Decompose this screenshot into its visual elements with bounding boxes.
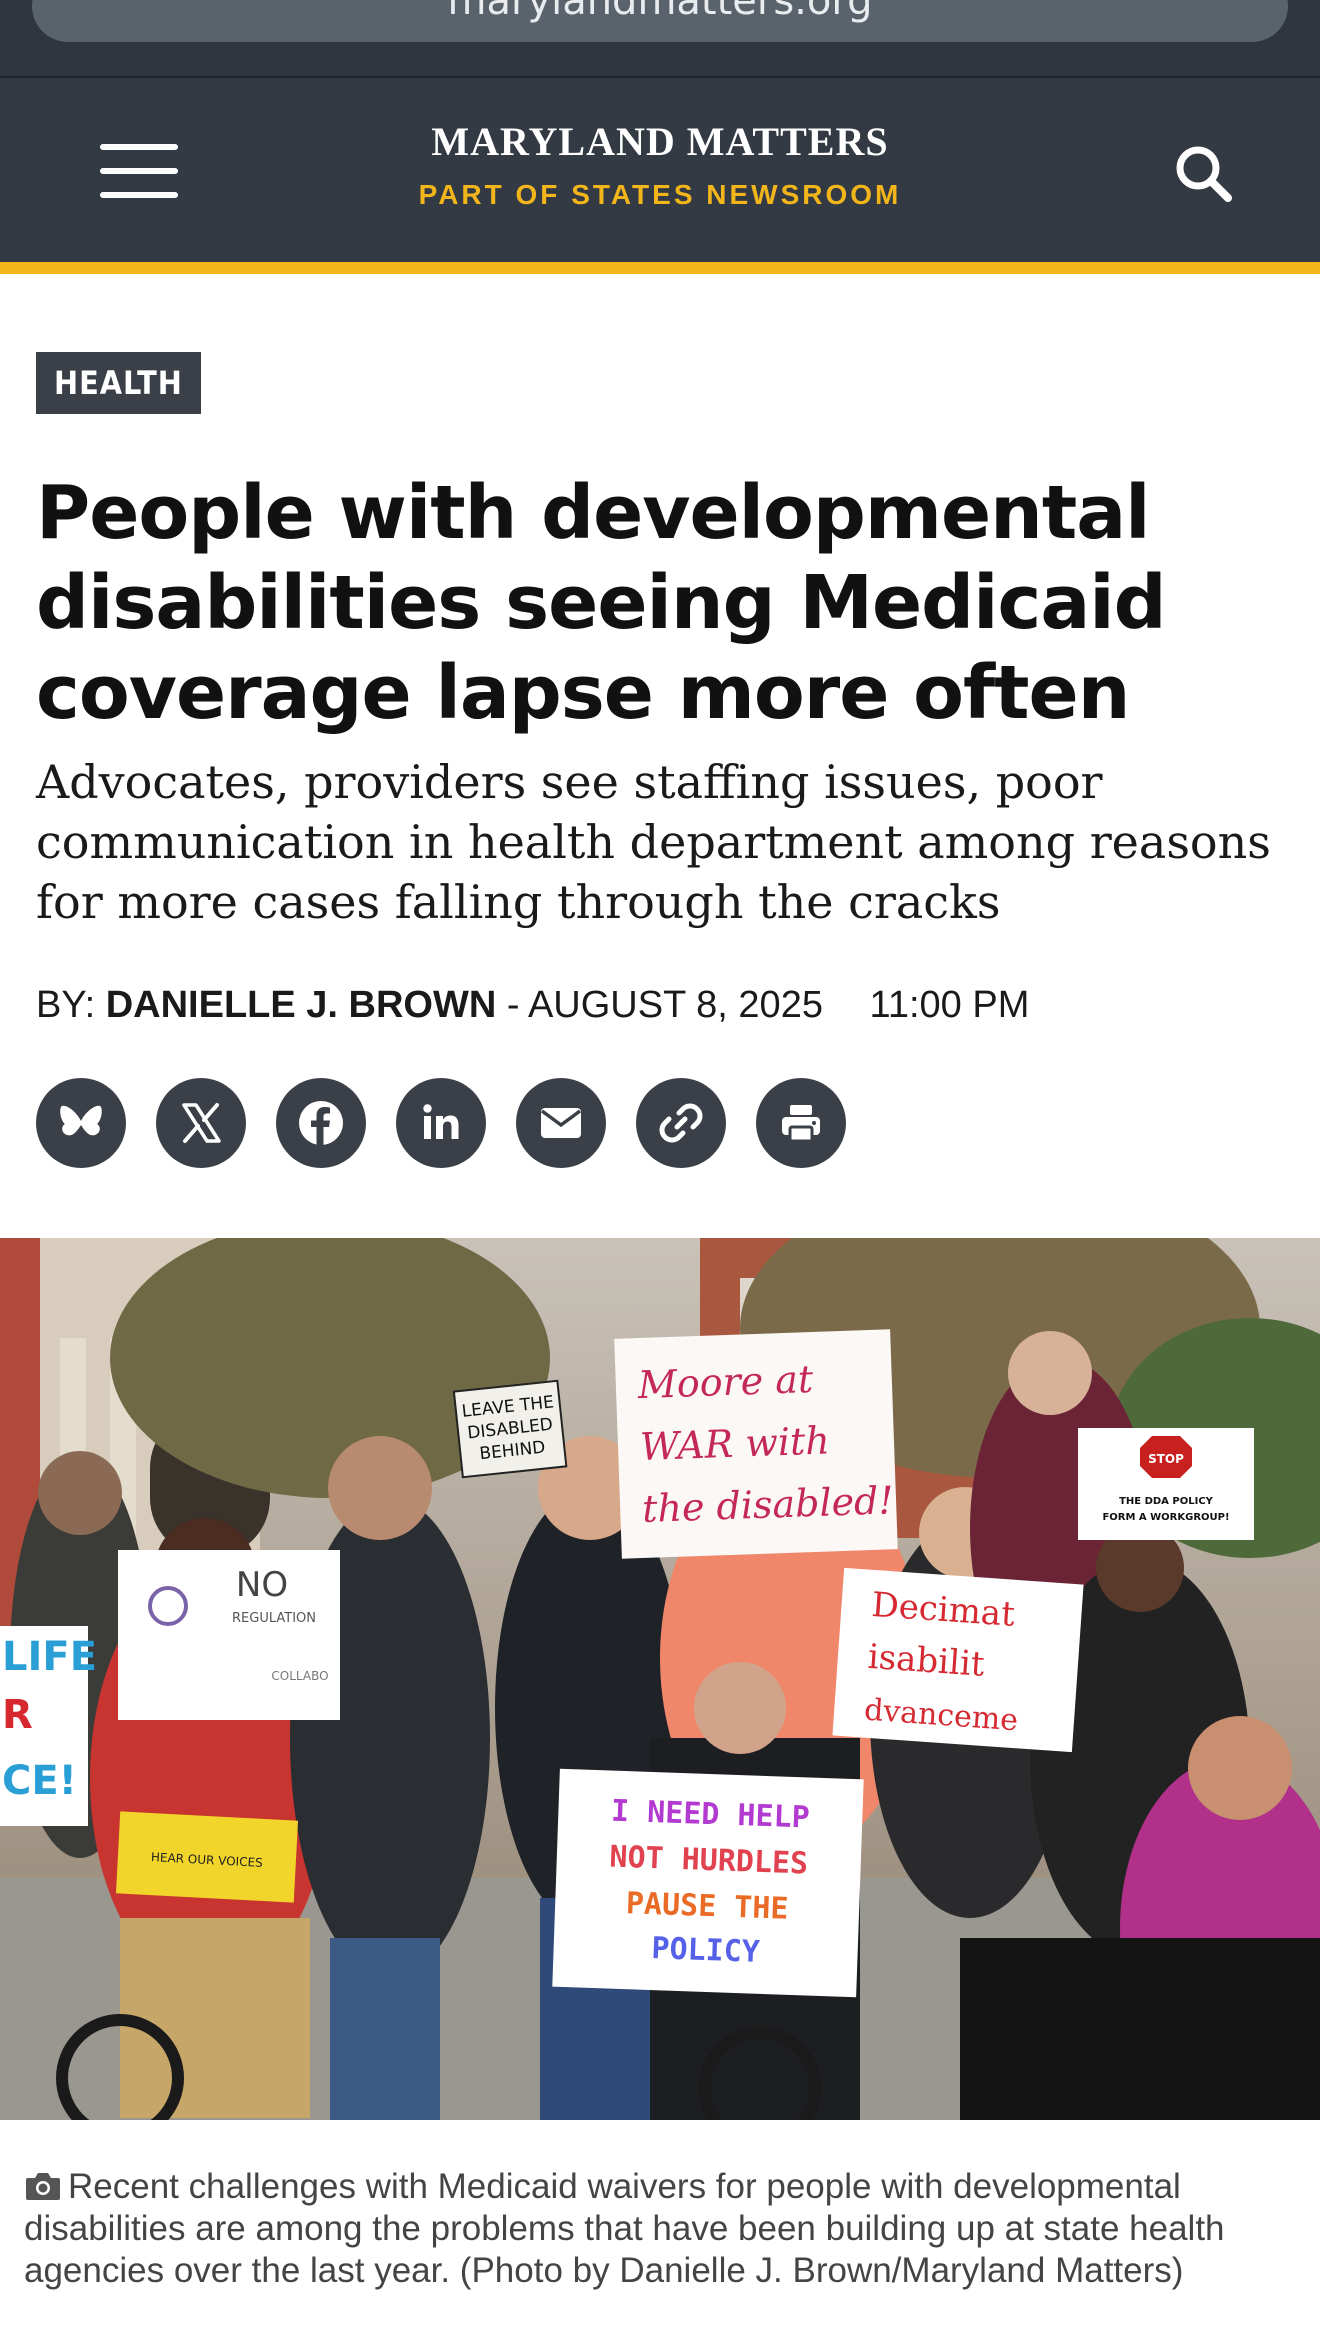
protest-photo-illustration: LEAVE THE DISABLED BEHIND Moore at WAR w… xyxy=(0,1238,1320,2120)
byline: BY: DANIELLE J. BROWN - AUGUST 8, 2025 1… xyxy=(36,984,1029,1027)
site-name: MARYLAND MATTERS xyxy=(431,119,889,164)
sign-text: the disabled! xyxy=(641,1478,894,1531)
sign-text: Moore at xyxy=(636,1357,814,1407)
article-photo: LEAVE THE DISABLED BEHIND Moore at WAR w… xyxy=(0,1238,1320,2120)
sign-need-help: I NEED HELP NOT HURDLES PAUSE THE POLICY xyxy=(552,1768,864,1998)
site-tagline: PART OF STATES NEWSROOM xyxy=(418,179,902,210)
header-accent-bar xyxy=(0,262,1320,274)
sign-text: FORM A WORKGROUP! xyxy=(1102,1512,1229,1523)
linkedin-icon xyxy=(423,1104,459,1139)
sign-text: REGULATION xyxy=(232,1611,316,1626)
facebook-icon xyxy=(299,1101,343,1145)
byline-prefix: BY: xyxy=(36,984,96,1026)
share-facebook-button[interactable] xyxy=(276,1078,366,1168)
site-header: MARYLAND MATTERS PART OF STATES NEWSROOM xyxy=(0,76,1320,262)
publish-date: - AUGUST 8, 2025 xyxy=(506,984,823,1026)
caption-text: Recent challenges with Medicaid waivers … xyxy=(24,2167,1225,2290)
photo-caption: Recent challenges with Medicaid waivers … xyxy=(24,2166,1294,2292)
share-linkedin-button[interactable] xyxy=(396,1078,486,1168)
sign-stop-workgroup: STOP THE DDA POLICY FORM A WORKGROUP! xyxy=(1078,1428,1254,1540)
article-headline: People with developmental disabilities s… xyxy=(36,470,1167,736)
browser-address-bar: marylandmatters.org xyxy=(0,0,1320,76)
print-button[interactable] xyxy=(756,1078,846,1168)
sign-dda: Decimat isabilit dvanceme xyxy=(832,1567,1084,1753)
url-field[interactable]: marylandmatters.org xyxy=(32,0,1288,42)
sign-hear-voices: HEAR OUR VOICES xyxy=(115,1811,299,1903)
x-icon xyxy=(182,1103,221,1143)
share-buttons xyxy=(36,1078,846,1168)
publish-time: 11:00 PM xyxy=(869,984,1030,1026)
sign-text: COLLABO xyxy=(271,1669,328,1683)
url-text: marylandmatters.org xyxy=(447,0,873,24)
sign-text: PAUSE THE xyxy=(625,1886,789,1927)
copy-link-button[interactable] xyxy=(636,1078,726,1168)
sign-text: STOP xyxy=(1148,1452,1184,1466)
sign-text: R xyxy=(2,1692,33,1738)
sign-no-regulation: NO REGULATION COLLABO xyxy=(118,1550,340,1720)
sign-leave-disabled: LEAVE THE DISABLED BEHIND xyxy=(452,1379,568,1479)
envelope-icon xyxy=(540,1108,582,1138)
sign-text: HEAR OUR VOICES xyxy=(151,1850,264,1870)
printer-icon xyxy=(782,1105,820,1143)
sign-moore-war: Moore at WAR with the disabled! xyxy=(614,1329,898,1559)
share-email-button[interactable] xyxy=(516,1078,606,1168)
sign-text: NOT HURDLES xyxy=(609,1840,809,1882)
author-link[interactable]: DANIELLE J. BROWN xyxy=(105,984,497,1026)
share-bluesky-button[interactable] xyxy=(36,1078,126,1168)
site-logo[interactable]: MARYLAND MATTERS PART OF STATES NEWSROOM xyxy=(360,118,960,211)
sign-text: I NEED HELP xyxy=(610,1794,810,1836)
sign-text: WAR with xyxy=(639,1418,830,1469)
sign-life: LIFE R CE! xyxy=(0,1626,97,1826)
sign-text: isabilit xyxy=(867,1637,986,1685)
butterfly-icon xyxy=(60,1105,102,1136)
sign-text: CE! xyxy=(2,1758,77,1804)
camera-icon xyxy=(26,2173,60,2200)
hamburger-menu-icon[interactable] xyxy=(100,144,180,200)
sign-text: POLICY xyxy=(651,1931,761,1970)
sign-text: THE DDA POLICY xyxy=(1119,1496,1214,1507)
article-subheadline: Advocates, providers see staffing issues… xyxy=(36,755,1271,929)
sign-text: LIFE xyxy=(2,1634,97,1680)
share-x-button[interactable] xyxy=(156,1078,246,1168)
sign-text: NO xyxy=(236,1565,288,1605)
category-badge[interactable]: HEALTH xyxy=(36,352,201,414)
search-icon[interactable] xyxy=(1168,138,1240,210)
link-icon xyxy=(659,1103,703,1143)
